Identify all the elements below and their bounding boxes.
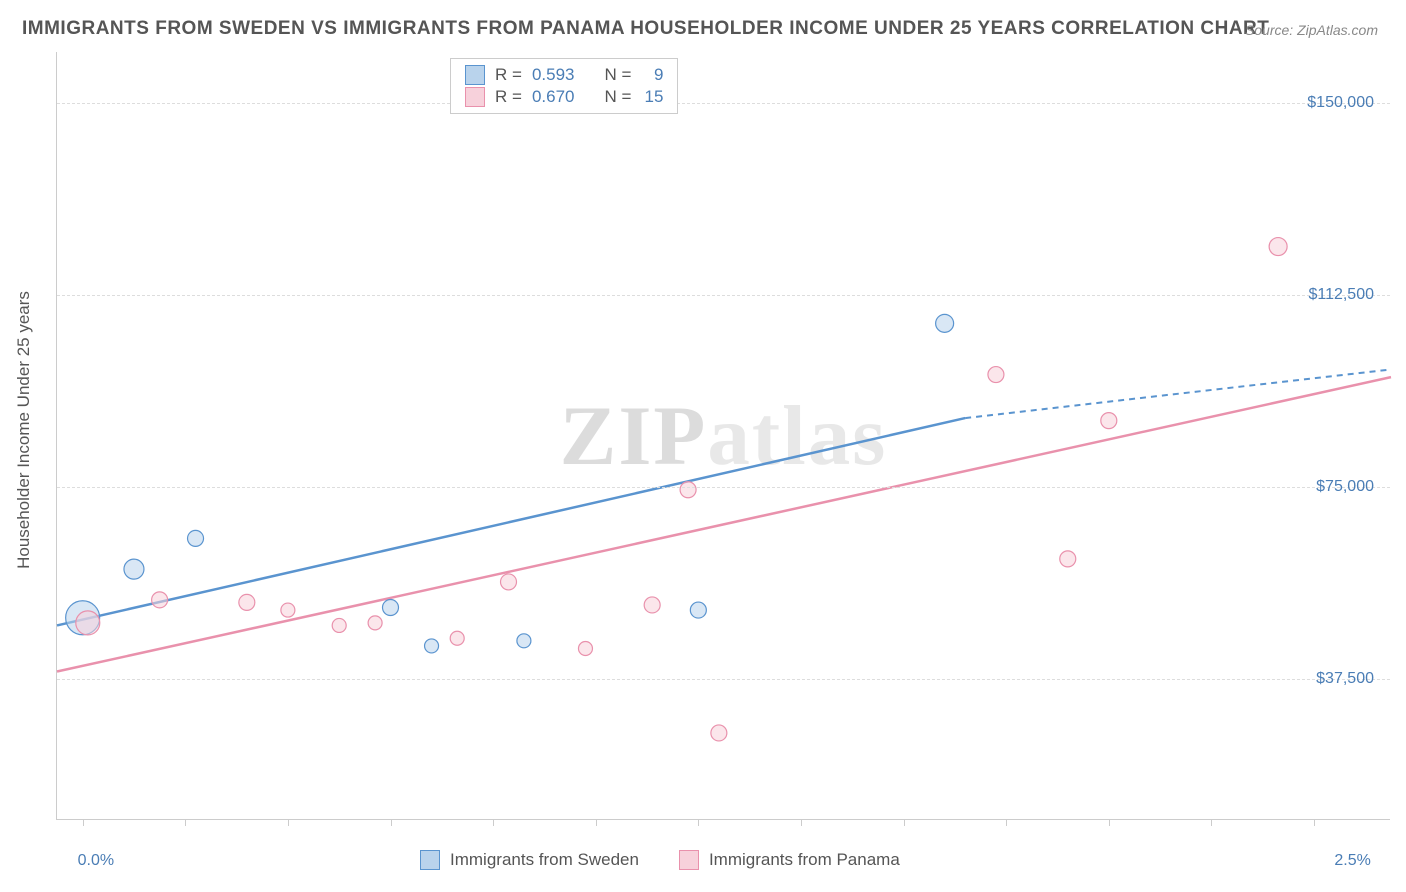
source-attribution: Source: ZipAtlas.com xyxy=(1245,22,1378,38)
data-point xyxy=(1101,413,1117,429)
legend-series-label: Immigrants from Sweden xyxy=(450,850,639,870)
x-tick-mark xyxy=(493,819,494,826)
legend-series-item: Immigrants from Panama xyxy=(679,850,900,870)
data-point xyxy=(501,574,517,590)
legend-swatch xyxy=(465,65,485,85)
data-point xyxy=(988,367,1004,383)
data-point xyxy=(517,634,531,648)
data-point xyxy=(124,559,144,579)
data-point xyxy=(690,602,706,618)
x-tick-mark xyxy=(391,819,392,826)
legend-correlation-row: R = 0.670 N = 15 xyxy=(465,86,663,108)
legend-n-label: N = xyxy=(604,65,631,85)
legend-series-item: Immigrants from Sweden xyxy=(420,850,639,870)
x-tick-mark xyxy=(1314,819,1315,826)
gridline xyxy=(57,103,1390,104)
data-point xyxy=(1269,238,1287,256)
data-point xyxy=(711,725,727,741)
x-tick-mark xyxy=(185,819,186,826)
x-tick-mark xyxy=(596,819,597,826)
legend-correlation: R = 0.593 N = 9 R = 0.670 N = 15 xyxy=(450,58,678,114)
chart-title: IMMIGRANTS FROM SWEDEN VS IMMIGRANTS FRO… xyxy=(22,18,1269,40)
chart-container: IMMIGRANTS FROM SWEDEN VS IMMIGRANTS FRO… xyxy=(0,0,1406,892)
x-tick-mark xyxy=(288,819,289,826)
data-point xyxy=(368,616,382,630)
data-point xyxy=(578,641,592,655)
y-axis-label: Householder Income Under 25 years xyxy=(14,291,34,569)
x-tick-mark xyxy=(83,819,84,826)
legend-series: Immigrants from Sweden Immigrants from Pa… xyxy=(420,850,900,870)
data-point xyxy=(383,600,399,616)
x-tick-mark xyxy=(801,819,802,826)
legend-swatch xyxy=(420,850,440,870)
data-point xyxy=(281,603,295,617)
plot-area: ZIPatlas $37,500$75,000$112,500$150,000 xyxy=(56,52,1390,820)
gridline xyxy=(57,295,1390,296)
data-point xyxy=(188,530,204,546)
data-point xyxy=(936,314,954,332)
x-tick-label-min: 0.0% xyxy=(78,852,114,870)
data-point xyxy=(76,611,100,635)
legend-r-label: R = xyxy=(495,65,522,85)
legend-r-label: R = xyxy=(495,87,522,107)
y-tick-label: $112,500 xyxy=(1308,286,1374,304)
legend-r-value: 0.670 xyxy=(532,87,575,107)
data-point xyxy=(332,618,346,632)
trend-line-extrapolated xyxy=(965,369,1391,418)
trend-line xyxy=(57,377,1391,671)
data-point xyxy=(152,592,168,608)
gridline xyxy=(57,679,1390,680)
legend-correlation-row: R = 0.593 N = 9 xyxy=(465,64,663,86)
legend-n-value: 9 xyxy=(641,65,663,85)
data-point xyxy=(450,631,464,645)
data-point xyxy=(239,594,255,610)
x-tick-mark xyxy=(698,819,699,826)
legend-swatch xyxy=(679,850,699,870)
legend-r-value: 0.593 xyxy=(532,65,575,85)
legend-swatch xyxy=(465,87,485,107)
x-tick-mark xyxy=(904,819,905,826)
x-tick-mark xyxy=(1006,819,1007,826)
chart-svg xyxy=(57,52,1390,819)
legend-n-value: 15 xyxy=(641,87,663,107)
trend-line xyxy=(57,418,965,625)
data-point xyxy=(644,597,660,613)
y-tick-label: $75,000 xyxy=(1316,478,1374,496)
data-point xyxy=(680,482,696,498)
x-tick-label-max: 2.5% xyxy=(1334,852,1370,870)
gridline xyxy=(57,487,1390,488)
legend-n-label: N = xyxy=(604,87,631,107)
y-tick-label: $37,500 xyxy=(1316,670,1374,688)
data-point xyxy=(1060,551,1076,567)
data-point xyxy=(425,639,439,653)
x-tick-mark xyxy=(1211,819,1212,826)
x-tick-mark xyxy=(1109,819,1110,826)
legend-series-label: Immigrants from Panama xyxy=(709,850,900,870)
y-tick-label: $150,000 xyxy=(1307,94,1374,112)
